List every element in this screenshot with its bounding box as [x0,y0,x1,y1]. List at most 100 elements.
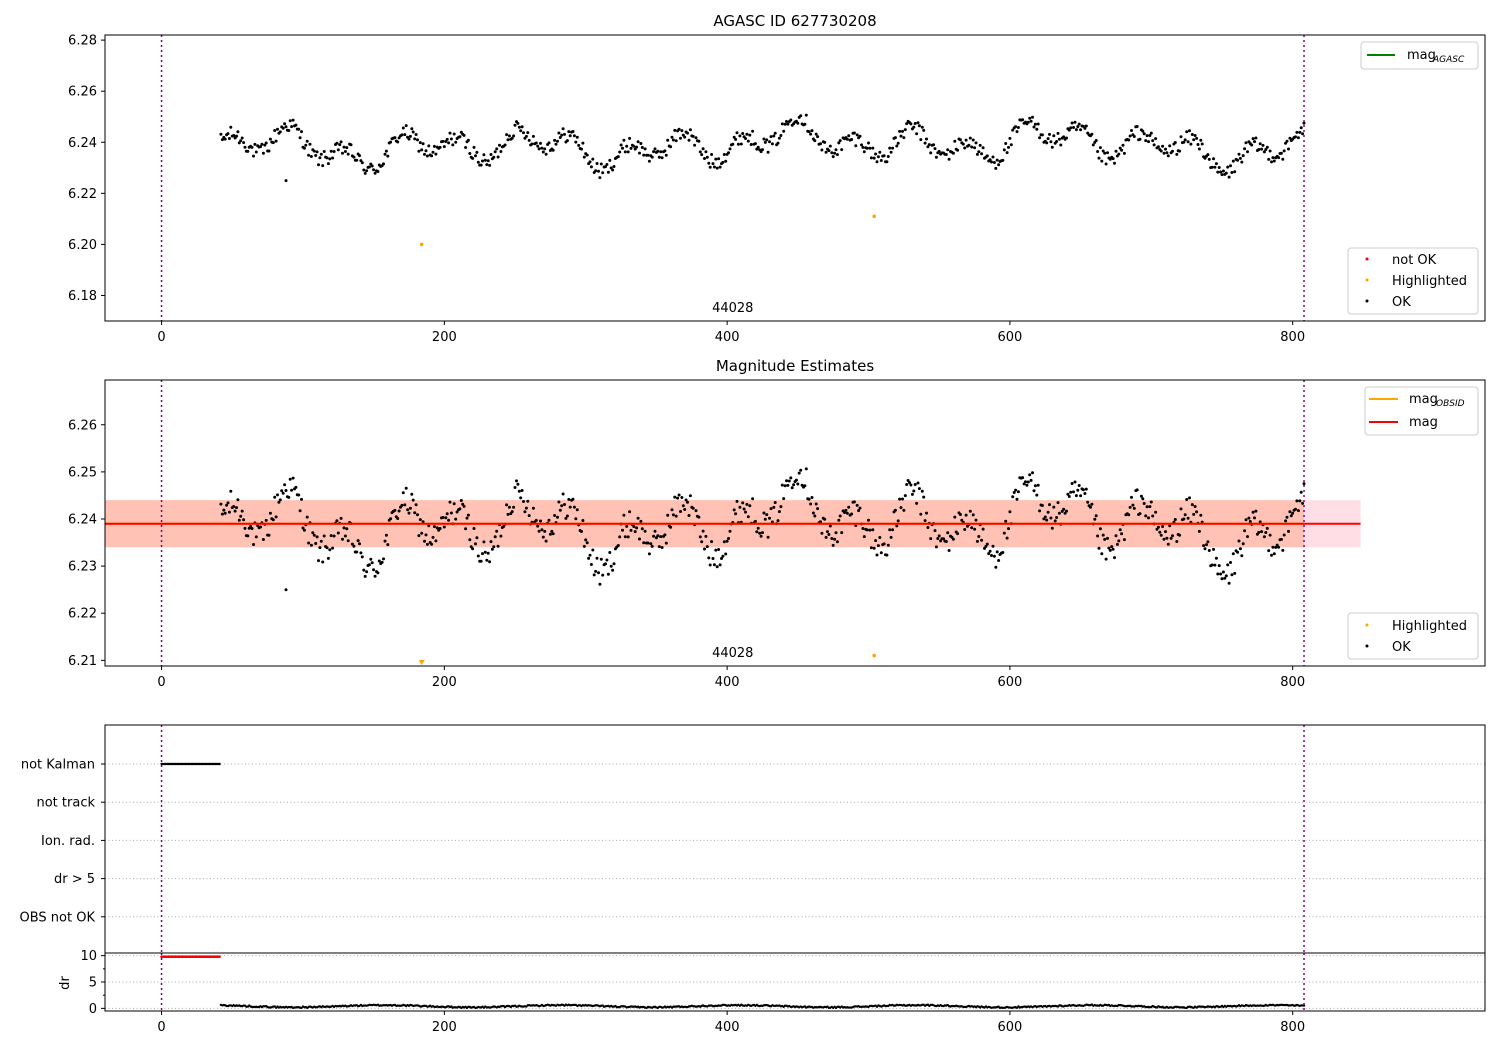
ok-point [557,500,561,504]
ok-point [909,483,913,487]
ok-point [421,142,425,146]
ok-point [250,527,254,530]
ok-point [432,144,436,148]
ok-point [1021,476,1025,480]
ok-point [281,126,285,130]
ok-point [1122,151,1126,155]
ok-point [1007,527,1010,531]
ok-point [1168,144,1172,148]
panel-flags: not Kalman not track Ion. rad. dr > 5 OBS no… [20,725,1485,953]
ok-point [879,159,883,162]
ok-point [861,527,865,530]
ok-point [326,162,330,166]
ok-point [1122,538,1126,542]
ok-point [1216,170,1220,174]
ok-point [1025,483,1029,487]
ok-point [852,500,856,504]
ok-point [1175,540,1179,543]
ok-point [929,537,933,541]
ok-point [553,138,557,142]
ok-point [753,519,757,523]
ok-point [1069,490,1073,494]
ok-point [710,153,714,156]
ok-point [898,497,902,501]
ok-point [708,165,712,169]
ok-point [1175,152,1179,156]
ok-point [1091,143,1095,147]
ok-point [425,154,429,158]
ok-point [1045,141,1049,145]
legend-points: not OK Highlighted OK [1347,247,1479,315]
ok-point [1107,546,1111,550]
ok-point [519,496,523,500]
plot-frame [104,952,1486,1012]
ok-point [365,570,369,574]
ok-point [1083,126,1087,130]
ok-point [1008,510,1012,514]
ok-point [623,150,627,154]
ok-point [582,544,586,548]
ok-point [543,529,547,533]
ok-point [259,525,262,529]
x-tick-label: 0 [157,330,165,345]
ok-point [587,556,591,560]
ok-point [513,486,517,489]
ok-point [597,169,600,173]
ok-point [1145,505,1149,509]
ok-point [1236,550,1240,554]
ok-point [1055,516,1059,519]
ok-point [1166,542,1170,546]
ok-point [964,513,968,517]
ok-point [703,157,706,160]
ok-point [830,537,834,540]
ok-point [1040,133,1044,137]
ok-point [332,150,336,153]
ok-point [780,483,784,487]
ok-point [1065,136,1068,140]
ok-point [1236,158,1240,162]
ok-point [669,145,673,149]
ok-point [819,520,822,524]
ok-point [868,146,872,150]
ok-point [259,145,262,149]
ok-point [1240,554,1244,558]
ok-point [1098,527,1102,531]
ok-point [442,525,446,529]
ok-point [372,568,376,572]
y-tick-label: 6.26 [68,418,97,433]
ok-point [1084,124,1088,128]
ok-point [840,531,844,535]
ok-point [831,543,835,547]
y-tick-label: 6.21 [68,654,97,669]
ok-point [1301,501,1305,505]
ok-point [1156,525,1160,529]
ok-point [995,158,999,162]
ok-point [896,519,900,523]
ok-point [1258,520,1262,524]
ok-point [591,548,595,552]
ok-point [1016,126,1020,129]
ok-point [309,155,313,158]
ok-point [252,154,255,158]
panel-magnitude-estimates: Magnitude Estimates 0 200 400 600 800 6.21 6.22… [68,357,1479,690]
ok-point [1002,148,1006,152]
ok-point [438,527,442,530]
ok-point [1035,127,1039,131]
ok-point [1185,130,1189,134]
ok-point [1135,488,1139,492]
ok-point [703,547,706,551]
ok-point [622,513,626,517]
ok-point [980,152,984,156]
ok-point [628,510,632,514]
ok-point [454,140,458,144]
ok-point [376,571,380,575]
ok-point [862,535,866,539]
ok-point [1294,135,1297,139]
ok-point [958,138,962,142]
ok-point [765,513,769,517]
ok-point [933,529,937,533]
y-tick-label: 6.24 [68,512,97,527]
ok-point [718,563,722,567]
ok-point [680,129,684,133]
ok-point [618,535,622,539]
